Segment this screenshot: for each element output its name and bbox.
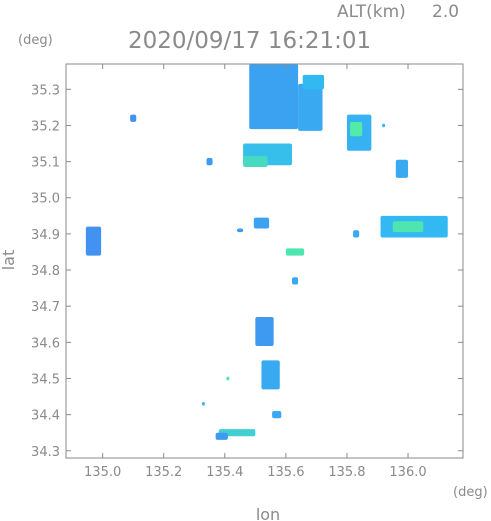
echo-cell-0 <box>249 64 299 130</box>
plot-frame <box>65 63 464 459</box>
y-tick-label: 34.8 <box>31 264 60 279</box>
y-tick-label: 34.3 <box>31 445 60 460</box>
x-tick-label: 135.8 <box>328 465 365 480</box>
echo-cell-21 <box>130 114 137 122</box>
y-tick-label: 34.9 <box>31 228 60 243</box>
echo-cell-23 <box>206 157 213 166</box>
echo-cell-19 <box>353 230 360 238</box>
x-tick-label: 136.0 <box>389 465 426 480</box>
y-tick-label: 34.7 <box>31 300 60 315</box>
echo-cell-12 <box>285 248 305 256</box>
echo-cell-22 <box>382 123 386 128</box>
echo-cells <box>85 64 448 440</box>
echo-cell-10 <box>85 226 102 256</box>
echo-cell-7 <box>395 159 409 178</box>
y-tick-label: 34.5 <box>31 372 60 387</box>
y-tick-label: 35.0 <box>31 192 60 207</box>
echo-cell-3 <box>298 83 323 131</box>
axis-ticks: 135.0 135.2 135.4 135.6 135.8 136.0 34.3 34.4 34… <box>31 64 463 480</box>
echo-cell-9 <box>392 221 424 233</box>
echo-cell-20 <box>291 277 299 285</box>
altitude-value: 2.0 <box>432 2 459 22</box>
echo-cell-18 <box>201 401 205 406</box>
y-tick-label: 35.1 <box>31 156 60 171</box>
y-axis-label: lat <box>0 250 18 271</box>
echo-cell-15 <box>218 429 256 437</box>
echo-cell-16 <box>215 432 228 440</box>
x-tick-label: 135.6 <box>267 465 304 480</box>
y-tick-label: 35.2 <box>31 119 60 134</box>
echo-cell-4 <box>302 74 325 90</box>
echo-cell-24 <box>237 228 244 233</box>
echo-cell-11 <box>253 217 270 229</box>
altitude-label: ALT(km) <box>337 2 406 22</box>
x-tick-label: 135.2 <box>145 465 182 480</box>
y-tick-label: 34.6 <box>31 336 60 351</box>
echo-cell-13 <box>255 317 274 346</box>
echo-cell-6 <box>350 121 363 137</box>
y-tick-label: 34.4 <box>31 409 60 424</box>
x-unit-label: (deg) <box>453 485 488 500</box>
y-tick-label: 35.3 <box>31 83 60 98</box>
x-axis-label: lon <box>256 505 280 521</box>
chart-title: 2020/09/17 16:21:01 <box>128 28 371 54</box>
y-unit-label: (deg) <box>18 33 53 48</box>
x-tick-label: 135.4 <box>206 465 243 480</box>
echo-cell-2 <box>243 156 268 168</box>
echo-cell-14 <box>261 360 280 390</box>
echo-cell-17 <box>226 376 230 381</box>
echo-cell-25 <box>272 411 282 419</box>
x-tick-label: 135.0 <box>84 465 121 480</box>
